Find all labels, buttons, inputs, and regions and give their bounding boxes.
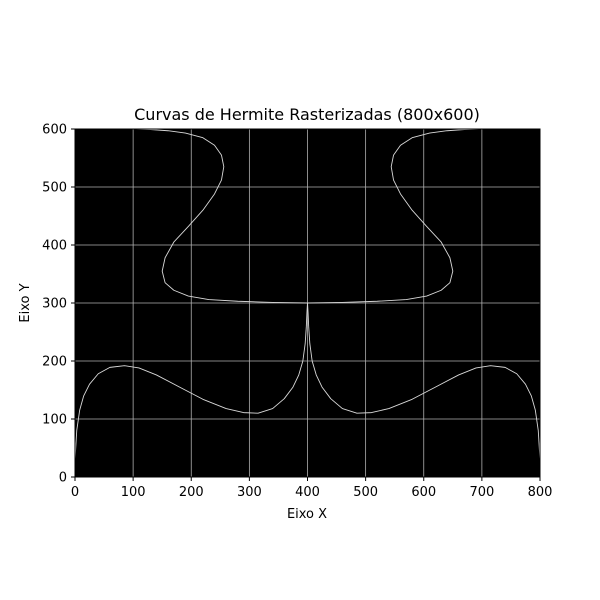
x-tick-label: 300 [237, 485, 262, 500]
y-tick-label: 500 [42, 181, 67, 196]
y-tick-label: 200 [42, 355, 67, 370]
x-tick-label: 800 [528, 485, 553, 500]
x-tick-label: 500 [353, 485, 378, 500]
chart-title: Curvas de Hermite Rasterizadas (800x600) [134, 105, 480, 124]
x-axis-label: Eixo X [287, 507, 327, 522]
hermite-curve-1 [74, 302, 308, 461]
x-tick-label: 400 [295, 485, 320, 500]
x-tick-label: 200 [179, 485, 204, 500]
x-tick-label: 100 [121, 485, 146, 500]
x-tick-label: 700 [469, 485, 494, 500]
x-axis-ticks: 0 100 200 300 400 500 600 700 800 [71, 477, 553, 500]
hermite-curve-2 [307, 302, 541, 461]
hermite-curves [74, 128, 541, 461]
hermite-curve-3 [135, 128, 308, 304]
y-tick-label: 100 [42, 413, 67, 428]
y-tick-label: 600 [42, 123, 67, 138]
x-tick-label: 0 [71, 485, 79, 500]
y-tick-label: 0 [59, 471, 67, 486]
x-tick-label: 600 [411, 485, 436, 500]
y-tick-label: 400 [42, 239, 67, 254]
y-tick-label: 300 [42, 297, 67, 312]
hermite-curve-4 [307, 128, 480, 304]
y-axis-label: Eixo Y [18, 283, 33, 322]
y-axis-ticks: 0 100 200 300 400 500 600 [42, 123, 75, 486]
